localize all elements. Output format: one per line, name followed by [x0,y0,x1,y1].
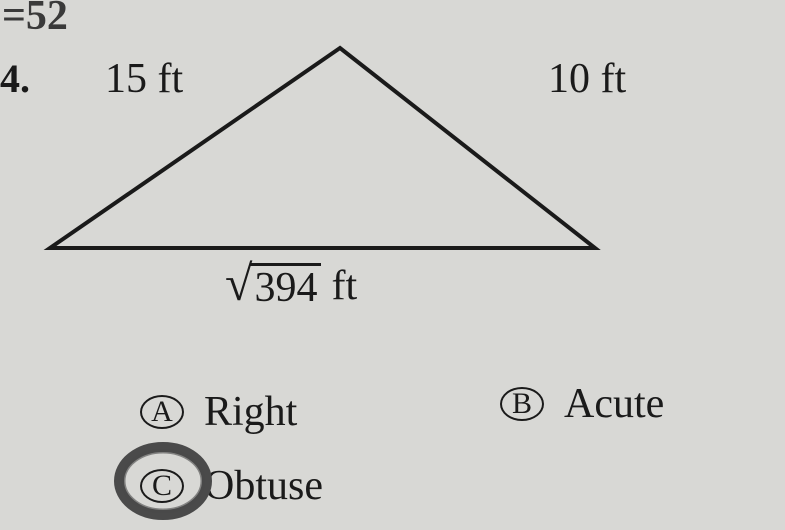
base-unit: ft [331,262,357,310]
pencil-circle-icon [119,447,207,515]
base-label: √ 394 ft [225,262,357,310]
choice-a-letter: A [140,395,184,429]
choice-a[interactable]: A Right [140,388,297,436]
side-label-right: 10 ft [548,55,626,103]
choice-b-letter: B [500,387,544,421]
radicand-value: 394 [250,263,321,310]
circled-answer [105,436,225,526]
choice-a-text: Right [204,388,297,436]
triangle-figure [0,0,785,300]
radical-icon: √ 394 [225,263,321,310]
choice-b-text: Acute [564,380,664,428]
pencil-circle-inner-icon [123,451,203,511]
surd-symbol: √ [225,263,252,303]
choice-b[interactable]: B Acute [500,380,664,428]
side-label-left: 15 ft [105,55,183,103]
